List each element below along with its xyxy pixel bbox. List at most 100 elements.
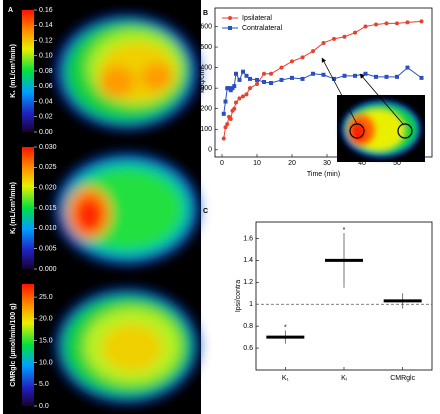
roi-circle: [397, 123, 413, 139]
y-tick-label: 500: [200, 44, 212, 51]
point: [221, 136, 226, 141]
point: [241, 94, 245, 99]
point: [269, 71, 273, 76]
point: [405, 20, 410, 25]
point: [300, 76, 305, 81]
y-tick-label: 1.2: [243, 279, 253, 286]
point: [395, 74, 399, 79]
colorbar-tick-label: 0.04: [39, 98, 53, 105]
x-tick-label: 40: [358, 160, 366, 167]
point: [363, 71, 368, 76]
y-tick-label: 1.6: [243, 235, 253, 242]
point: [262, 79, 266, 84]
legend-label: Ipsilateral: [242, 15, 272, 22]
point: [255, 82, 259, 87]
y-tick-label: 400: [200, 64, 212, 71]
colorbar-tick-label: 0.08: [39, 68, 53, 75]
colorbar-tick-label: 15.0: [39, 337, 53, 344]
heatmap-image: [55, 153, 199, 265]
point: [321, 40, 326, 45]
arrow: [321, 57, 358, 125]
heatmap-blob: [75, 197, 103, 233]
point: [419, 75, 424, 80]
point: [405, 65, 410, 70]
point: [223, 125, 228, 130]
significance-marker: *: [343, 227, 346, 234]
colorbar-tick-label: 0.12: [39, 37, 53, 44]
colorbar: [22, 10, 34, 132]
colorbar-tick-label: 0.14: [39, 22, 53, 29]
heatmap-blob: [102, 324, 162, 372]
x-tick-label: 20: [288, 160, 296, 167]
colorbar-tick-label: 0.010: [39, 225, 57, 232]
point: [290, 75, 294, 80]
y-tick-label: 1.4: [243, 257, 253, 264]
point: [374, 74, 378, 79]
point: [241, 69, 245, 74]
point: [279, 65, 284, 70]
x-tick-label: 50: [393, 160, 401, 167]
x-tick-label: Kᵢ: [341, 375, 347, 382]
point: [234, 100, 238, 105]
colorbar-tick-label: 0.020: [39, 185, 57, 192]
heatmap-blob: [141, 63, 173, 91]
x-tick-label: 10: [253, 160, 261, 167]
point: [237, 96, 242, 101]
point: [332, 76, 336, 81]
point: [363, 24, 368, 29]
colorbar-tick-label: 0.005: [39, 246, 57, 253]
colorbar-tick-label: 0.025: [39, 164, 57, 171]
point: [248, 86, 252, 91]
legend-label: Contralateral: [242, 25, 283, 32]
point: [374, 22, 378, 27]
colorbar-label: CMRglc (µmol/min/100 g): [10, 303, 17, 386]
heatmap-image: [55, 288, 199, 404]
panel-label: B: [203, 10, 208, 17]
panel-label: A: [8, 7, 13, 14]
point: [384, 74, 389, 79]
colorbar-label: K₁ (mL/cm³/min): [10, 44, 17, 98]
colorbar-tick-label: 0.02: [39, 114, 53, 121]
plot-frame: [214, 7, 433, 158]
point: [237, 77, 242, 82]
colorbar-tick-label: 0.030: [39, 144, 57, 151]
point: [244, 92, 249, 97]
x-tick-label: K₁: [282, 375, 290, 382]
point: [279, 77, 284, 82]
colorbar: [22, 147, 34, 269]
point: [244, 73, 249, 78]
plots: A0.000.020.040.060.080.100.120.140.16K₁ …: [8, 7, 433, 410]
point: [300, 55, 305, 60]
legend-marker: [228, 26, 232, 30]
inset-image: [341, 100, 421, 158]
colorbar-tick-label: 0.015: [39, 205, 57, 212]
x-tick-label: 0: [220, 160, 224, 167]
point: [255, 77, 259, 82]
point: [353, 30, 357, 35]
point: [311, 71, 315, 76]
point: [230, 86, 235, 91]
point: [223, 99, 228, 104]
point: [228, 116, 233, 121]
point: [269, 81, 273, 86]
point: [225, 122, 230, 127]
colorbar: [22, 284, 34, 406]
point: [232, 106, 237, 111]
point: [227, 86, 231, 91]
y-tick-label: 200: [200, 106, 212, 113]
y-axis-label: kBq/cm³: [199, 66, 206, 92]
x-tick-label: 30: [323, 160, 331, 167]
y-tick-label: 0.8: [243, 323, 253, 330]
y-tick-label: 100: [200, 126, 212, 133]
colorbar-tick-label: 0.000: [39, 266, 57, 273]
point: [321, 72, 326, 77]
x-axis-label: Time (min): [307, 171, 340, 178]
heatmap-image: [55, 14, 199, 130]
heatmap-blob: [99, 66, 135, 98]
significance-marker: *: [284, 324, 287, 331]
panel-label: C: [203, 208, 208, 215]
point: [221, 111, 226, 116]
point: [332, 36, 336, 41]
point: [290, 59, 294, 64]
